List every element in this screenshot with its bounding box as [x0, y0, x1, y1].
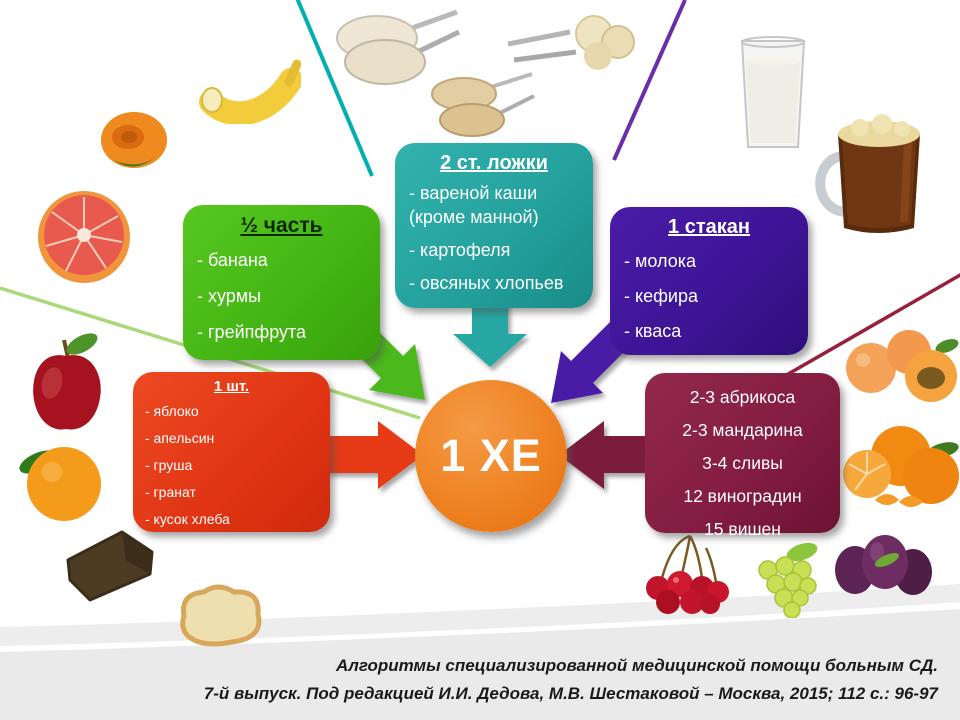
portion-box-piece-title: 1 шт. — [213, 378, 250, 395]
grapefruit-image — [38, 191, 130, 283]
list-item: 15 вишен — [704, 519, 781, 539]
portion-box-half-items: - банана - хурмы - грейпфрута — [183, 238, 380, 344]
list-item: 3-4 сливы — [702, 453, 783, 473]
list-item: - гранат — [145, 484, 196, 500]
rice-spoons-image — [336, 9, 461, 85]
cherries-image — [646, 534, 729, 614]
banana-image — [199, 59, 301, 124]
citation-line-1: Алгоритмы специализированной медицинской… — [336, 656, 938, 675]
arrow-red-right — [326, 421, 423, 489]
persimmon-image — [101, 112, 167, 168]
list-item: 12 виноградин — [683, 486, 802, 506]
portion-box-spoons-title: 2 ст. ложки — [440, 152, 548, 174]
list-item: - овсяных хлопьев — [409, 273, 564, 293]
citation-line-2: 7-й выпуск. Под редакцией И.И. Дедова, М… — [203, 684, 938, 703]
portion-box-piece: 1 шт. - яблоко - апельсин - груша - гран… — [133, 372, 330, 532]
list-item: - кусок хлеба — [145, 511, 230, 527]
portion-box-count-items: 2-3 абрикоса 2-3 мандарина 3-4 сливы 12 … — [645, 373, 840, 541]
grapes-image — [758, 542, 818, 618]
list-item: - апельсин — [145, 430, 215, 446]
list-item: - банана — [197, 250, 268, 270]
footer-band-lower — [0, 609, 960, 720]
citation: Алгоритмы специализированной медицинской… — [120, 652, 938, 708]
list-item: - кваса — [624, 321, 682, 341]
oat-spoons-image — [431, 72, 535, 137]
arrow-maroon-left — [559, 421, 656, 489]
rye-bread-image — [66, 530, 154, 602]
list-item: - молока — [624, 251, 696, 271]
kvass-mug-image — [815, 114, 920, 233]
list-item: - груша — [145, 457, 193, 473]
portion-box-half-title: ½ часть — [240, 214, 323, 237]
mandarins-image — [843, 426, 959, 507]
portion-box-spoons-items: - вареной каши (кроме манной) - картофел… — [395, 175, 593, 295]
portion-box-glass-items: - молока - кефира - кваса — [610, 239, 808, 343]
bread-unit-circle: 1 ХЕ — [415, 380, 567, 532]
portion-box-piece-items: - яблоко - апельсин - груша - гранат - к… — [133, 395, 330, 529]
white-bread-image — [180, 584, 262, 647]
pointer-line-teal — [295, 0, 374, 177]
list-item: - кефира — [624, 286, 698, 306]
list-item: - яблоко — [145, 403, 199, 419]
list-item: - картофеля — [409, 240, 511, 260]
portion-box-glass-title: 1 стакан — [668, 216, 750, 238]
list-item: - грейпфрута — [197, 322, 307, 342]
potato-spoons-image — [507, 15, 635, 70]
portion-box-half: ½ часть - банана - хурмы - грейпфрута — [183, 205, 380, 360]
pointer-line-purple — [612, 0, 687, 161]
apple-image — [33, 333, 101, 430]
portion-box-glass: 1 стакан - молока - кефира - кваса — [610, 207, 808, 355]
portion-box-count: 2-3 абрикоса 2-3 мандарина 3-4 сливы 12 … — [645, 373, 840, 539]
portion-box-spoons: 2 ст. ложки - вареной каши (кроме манной… — [395, 143, 593, 308]
milk-glass-image — [740, 36, 806, 148]
list-item: - хурмы — [197, 286, 262, 306]
arrow-teal-down — [453, 298, 527, 367]
list-item: 2-3 абрикоса — [689, 387, 796, 407]
plums-image — [835, 535, 932, 595]
list-item: - вареной каши (кроме манной) — [409, 183, 539, 227]
list-item: 2-3 мандарина — [682, 420, 803, 440]
bread-unit-label: 1 ХЕ — [440, 430, 542, 481]
orange-image — [19, 447, 101, 521]
apricots-image — [846, 330, 959, 402]
